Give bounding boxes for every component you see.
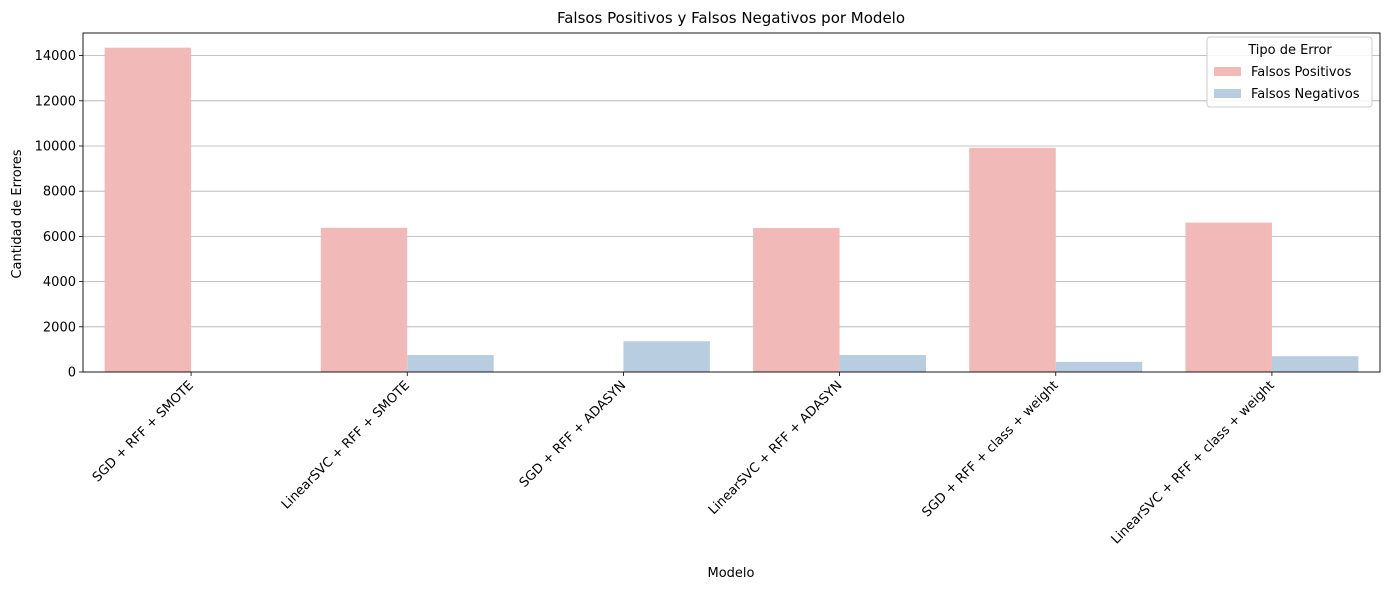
y-ticks: 0 2000 4000 6000 8000 10000 12000 14000 <box>35 49 83 381</box>
x-tick-label: LinearSVC + RFF + ADASYN <box>706 378 846 518</box>
x-tick-label: SGD + RFF + class + weight <box>920 378 1062 520</box>
x-axis-label: Modelo <box>708 566 755 581</box>
chart-title: Falsos Positivos y Falsos Negativos por … <box>557 9 905 27</box>
legend: Tipo de Error Falsos Positivos Falsos Ne… <box>1206 36 1373 108</box>
x-ticks: SGD + RFF + SMOTE LinearSVC + RFF + SMOTE… <box>90 372 1278 547</box>
plot-frame <box>82 32 1381 373</box>
y-tick-label: 6000 <box>43 230 76 245</box>
grid-lines <box>83 55 1380 328</box>
legend-swatch-negativos <box>1214 89 1241 98</box>
bar-falsos-positivos <box>1185 222 1272 372</box>
legend-swatch-positivos <box>1214 67 1241 76</box>
y-tick-label: 8000 <box>43 185 76 200</box>
bar-falsos-negativos <box>407 355 494 372</box>
bar-falsos-negativos <box>1271 356 1359 372</box>
y-tick-label: 0 <box>68 366 76 381</box>
y-tick-label: 14000 <box>35 49 76 64</box>
bar-falsos-negativos <box>839 355 927 372</box>
x-tick-label: SGD + RFF + SMOTE <box>90 378 197 485</box>
legend-box <box>1206 36 1373 108</box>
bar-falsos-negativos <box>623 341 710 372</box>
x-tick-label: LinearSVC + RFF + class + weight <box>1109 378 1278 547</box>
bar-falsos-positivos <box>753 228 840 372</box>
x-tick-label: LinearSVC + RFF + SMOTE <box>279 378 413 512</box>
bar-falsos-positivos <box>104 47 192 372</box>
y-tick-label: 4000 <box>43 275 76 290</box>
bars <box>104 47 1359 372</box>
axes <box>82 32 1381 373</box>
y-tick-label: 10000 <box>35 140 76 155</box>
y-tick-label: 12000 <box>35 94 76 109</box>
y-tick-label: 2000 <box>43 320 76 335</box>
bar-falsos-positivos <box>969 147 1056 372</box>
legend-title: Tipo de Error <box>1247 43 1332 58</box>
legend-label-negativos: Falsos Negativos <box>1251 87 1360 102</box>
x-tick-label: SGD + RFF + ADASYN <box>517 378 630 491</box>
legend-label-positivos: Falsos Positivos <box>1251 65 1352 80</box>
bar-falsos-positivos <box>320 227 408 372</box>
bar-falsos-negativos <box>1055 361 1143 372</box>
y-axis-label: Cantidad de Errores <box>10 149 25 278</box>
